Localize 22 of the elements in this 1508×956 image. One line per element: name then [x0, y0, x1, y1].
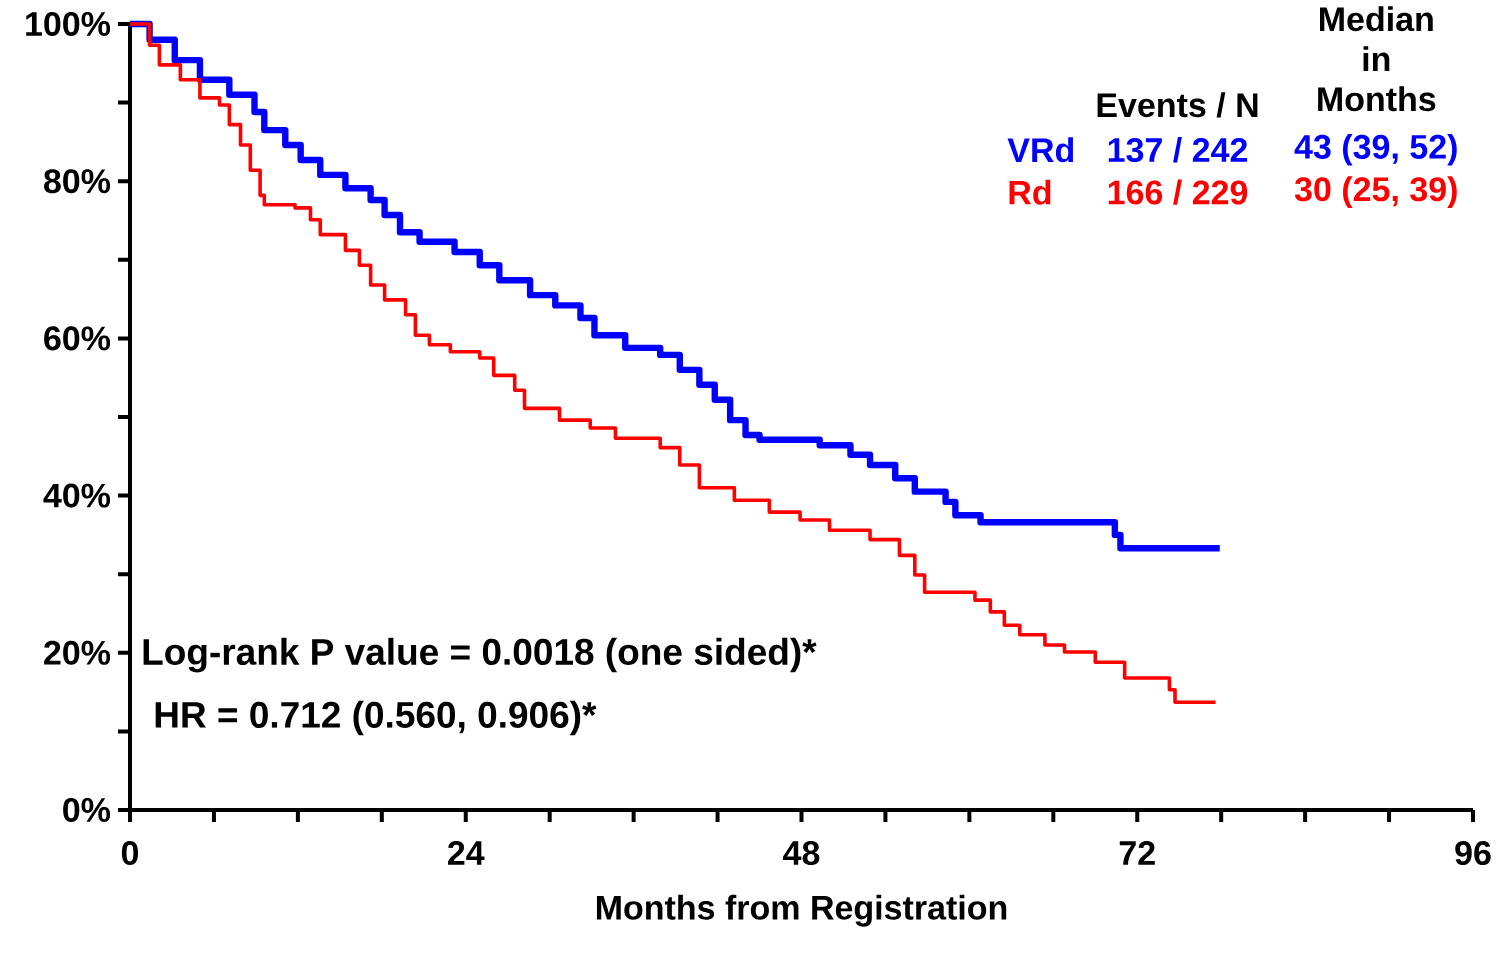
annotation: 30 (25, 39)	[1294, 176, 1457, 209]
x-tick-label: 0	[121, 841, 139, 866]
y-tick-label: 0%	[63, 797, 111, 823]
annotation: 166 / 229	[1108, 179, 1248, 205]
y-tick-label: 100%	[26, 11, 111, 37]
y-tick-label: 40%	[43, 483, 111, 508]
x-tick-label: 72	[1119, 841, 1155, 865]
x-tick-label: 48	[783, 841, 820, 866]
annotation: 137 / 242	[1108, 137, 1248, 163]
annotation: Log-rank P value = 0.0018 (one sided)*	[143, 637, 817, 673]
y-tick-label: 80%	[44, 169, 111, 194]
annotation: Events / N	[1097, 92, 1258, 118]
annotation: 43 (39, 52)	[1294, 133, 1457, 166]
x-tick-label: 24	[448, 841, 485, 865]
text: Rd	[1009, 179, 1051, 205]
annotation: HR = 0.712 (0.560, 0.906)*	[155, 700, 597, 736]
annotation: Median in Months	[1318, 6, 1436, 112]
text: VRd	[1007, 137, 1074, 163]
y-tick-label: 20%	[44, 640, 111, 665]
x-axis-title: Months from Registration	[596, 894, 1007, 927]
x-tick-label: 96	[1455, 841, 1491, 866]
y-tick-label: 60%	[44, 326, 111, 351]
